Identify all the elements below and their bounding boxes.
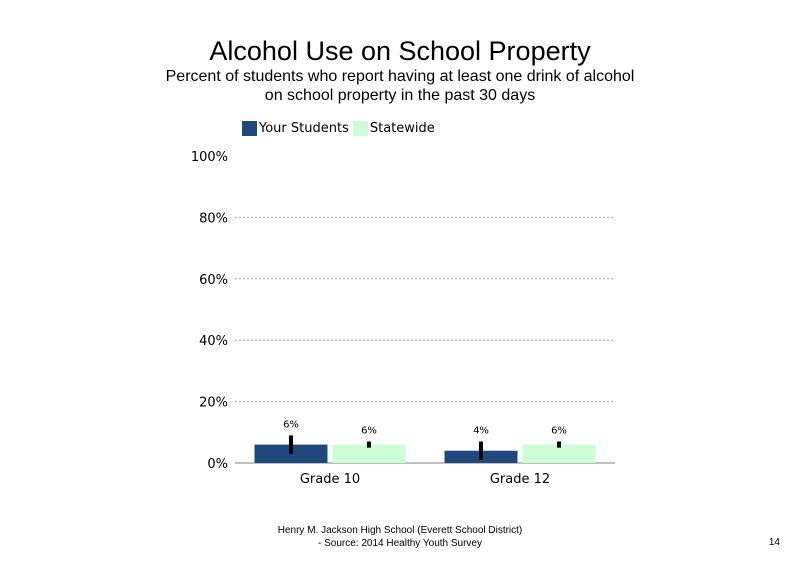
footer-school: Henry M. Jackson High School (Everett Sc… [277, 525, 523, 536]
data-label: 4% [473, 426, 489, 437]
legend-label-statewide: Statewide [369, 120, 435, 136]
y-tick-label: 60% [199, 273, 228, 288]
slide-title: Alcohol Use on School Property [209, 36, 591, 66]
legend-swatch-your-students [242, 120, 257, 136]
data-label: 6% [283, 419, 299, 430]
legend-swatch-statewide [352, 120, 368, 136]
page-number: 14 [768, 537, 780, 548]
data-label: 6% [551, 426, 567, 437]
bar [522, 444, 596, 463]
legend-item-your-students: Your Students [242, 120, 349, 136]
x-tick-label: Grade 12 [490, 472, 550, 487]
y-tick-label: 20% [199, 396, 228, 411]
bar [332, 444, 406, 463]
y-tick-label: 40% [199, 334, 228, 349]
chart-legend: Your Students Statewide [242, 119, 439, 137]
legend-label-your-students: Your Students [259, 120, 349, 136]
x-tick-label: Grade 10 [300, 472, 360, 487]
slide-subtitle: Percent of students who report having at… [150, 67, 650, 117]
slide-footer: Henry M. Jackson High School (Everett Sc… [180, 524, 620, 550]
y-tick-label: 0% [207, 457, 228, 472]
y-tick-label: 80% [199, 211, 228, 226]
legend-item-statewide: Statewide [352, 120, 435, 136]
y-tick-label: 100% [191, 150, 228, 165]
footer-source: - Source: 2014 Healthy Youth Survey [318, 538, 482, 549]
slide-subtitle-text: Percent of students who report having at… [165, 68, 635, 104]
data-label: 6% [361, 426, 377, 437]
